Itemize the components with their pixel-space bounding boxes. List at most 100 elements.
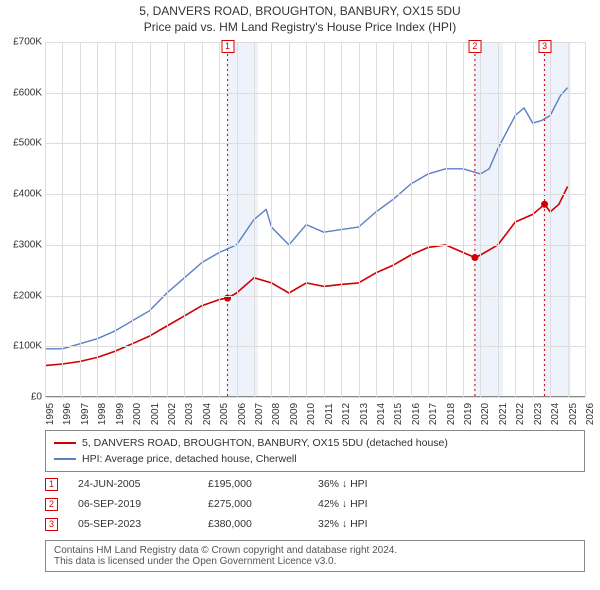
legend-row: 5, DANVERS ROAD, BROUGHTON, BANBURY, OX1… — [54, 435, 576, 451]
marker-table-num: 3 — [45, 518, 58, 531]
gridline-horizontal — [45, 397, 585, 398]
gridline-vertical — [428, 42, 429, 397]
x-tick-label: 2019 — [463, 403, 474, 425]
gridline-vertical — [202, 42, 203, 397]
marker-table-date: 06-SEP-2019 — [78, 494, 188, 514]
y-tick-label: £500K — [0, 138, 42, 149]
gridline-vertical — [271, 42, 272, 397]
gridline-vertical — [289, 42, 290, 397]
gridline-vertical — [393, 42, 394, 397]
marker-table-price: £275,000 — [208, 494, 298, 514]
x-tick-label: 2002 — [167, 403, 178, 425]
x-tick-label: 1998 — [97, 403, 108, 425]
gridline-horizontal — [45, 194, 585, 195]
gridline-vertical — [341, 42, 342, 397]
marker-table-price: £380,000 — [208, 514, 298, 534]
marker-table-delta: 32% ↓ HPI — [318, 514, 418, 534]
gridline-vertical — [411, 42, 412, 397]
x-tick-label: 2023 — [533, 403, 544, 425]
markers-table: 124-JUN-2005£195,00036% ↓ HPI206-SEP-201… — [45, 474, 585, 534]
gridline-vertical — [550, 42, 551, 397]
gridline-vertical — [306, 42, 307, 397]
gridline-vertical — [115, 42, 116, 397]
legend-label: HPI: Average price, detached house, Cher… — [82, 451, 297, 467]
gridline-vertical — [62, 42, 63, 397]
chart-area: £0£100K£200K£300K£400K£500K£600K£700K199… — [45, 42, 585, 397]
gridline-vertical — [480, 42, 481, 397]
x-tick-label: 2000 — [132, 403, 143, 425]
marker-table-date: 24-JUN-2005 — [78, 474, 188, 494]
gridline-vertical — [376, 42, 377, 397]
gridline-vertical — [446, 42, 447, 397]
x-tick-label: 2008 — [271, 403, 282, 425]
legend-label: 5, DANVERS ROAD, BROUGHTON, BANBURY, OX1… — [82, 435, 448, 451]
x-tick-label: 1999 — [115, 403, 126, 425]
marker-flag: 2 — [468, 40, 481, 53]
x-tick-label: 2022 — [515, 403, 526, 425]
x-tick-label: 2016 — [411, 403, 422, 425]
x-tick-label: 2005 — [219, 403, 230, 425]
x-tick-label: 2009 — [289, 403, 300, 425]
x-tick-label: 2010 — [306, 403, 317, 425]
gridline-vertical — [80, 42, 81, 397]
gridline-vertical — [568, 42, 569, 397]
legend-row: HPI: Average price, detached house, Cher… — [54, 451, 576, 467]
gridline-vertical — [45, 42, 46, 397]
gridline-vertical — [533, 42, 534, 397]
y-tick-label: £400K — [0, 189, 42, 200]
y-tick-label: £600K — [0, 87, 42, 98]
x-tick-label: 1997 — [80, 403, 91, 425]
marker-table-delta: 42% ↓ HPI — [318, 494, 418, 514]
legend-swatch — [54, 458, 76, 460]
series-point — [471, 254, 478, 261]
x-tick-label: 2014 — [376, 403, 387, 425]
x-tick-label: 2020 — [480, 403, 491, 425]
y-tick-label: £700K — [0, 37, 42, 48]
x-tick-label: 2026 — [585, 403, 596, 425]
x-tick-label: 2017 — [428, 403, 439, 425]
x-tick-label: 2013 — [359, 403, 370, 425]
gridline-horizontal — [45, 346, 585, 347]
chart-titles: 5, DANVERS ROAD, BROUGHTON, BANBURY, OX1… — [0, 0, 600, 34]
marker-table-date: 05-SEP-2023 — [78, 514, 188, 534]
x-tick-label: 2004 — [202, 403, 213, 425]
gridline-horizontal — [45, 296, 585, 297]
legend-swatch — [54, 442, 76, 444]
y-tick-label: £100K — [0, 341, 42, 352]
gridline-vertical — [254, 42, 255, 397]
x-tick-label: 1996 — [62, 403, 73, 425]
marker-table-row: 2 06-SEP-2019 £275,000 42% ↓ HPI — [45, 494, 585, 514]
gridline-vertical — [359, 42, 360, 397]
x-tick-label: 2021 — [498, 403, 509, 425]
chart-svg — [45, 42, 585, 397]
legend: 5, DANVERS ROAD, BROUGHTON, BANBURY, OX1… — [45, 430, 585, 472]
x-tick-label: 2007 — [254, 403, 265, 425]
gridline-horizontal — [45, 42, 585, 43]
x-tick-label: 2018 — [446, 403, 457, 425]
marker-table-num: 2 — [45, 498, 58, 511]
x-tick-label: 1995 — [45, 403, 56, 425]
gridline-horizontal — [45, 245, 585, 246]
marker-table-row: 3 05-SEP-2023 £380,000 32% ↓ HPI — [45, 514, 585, 534]
y-tick-label: £200K — [0, 290, 42, 301]
x-tick-label: 2024 — [550, 403, 561, 425]
footer-line-1: Contains HM Land Registry data © Crown c… — [54, 545, 576, 556]
gridline-vertical — [150, 42, 151, 397]
x-tick-label: 2012 — [341, 403, 352, 425]
marker-table-row: 124-JUN-2005£195,00036% ↓ HPI — [45, 474, 585, 494]
marker-table-delta: 36% ↓ HPI — [318, 474, 418, 494]
marker-flag: 3 — [538, 40, 551, 53]
series-point — [541, 201, 548, 208]
gridline-vertical — [184, 42, 185, 397]
gridline-vertical — [498, 42, 499, 397]
gridline-horizontal — [45, 143, 585, 144]
gridline-vertical — [97, 42, 98, 397]
gridline-vertical — [219, 42, 220, 397]
footer-attribution: Contains HM Land Registry data © Crown c… — [45, 540, 585, 572]
gridline-vertical — [324, 42, 325, 397]
marker-table-num: 1 — [45, 478, 58, 491]
x-tick-label: 2006 — [237, 403, 248, 425]
gridline-vertical — [167, 42, 168, 397]
footer-line-2: This data is licensed under the Open Gov… — [54, 556, 576, 567]
x-tick-label: 2001 — [150, 403, 161, 425]
